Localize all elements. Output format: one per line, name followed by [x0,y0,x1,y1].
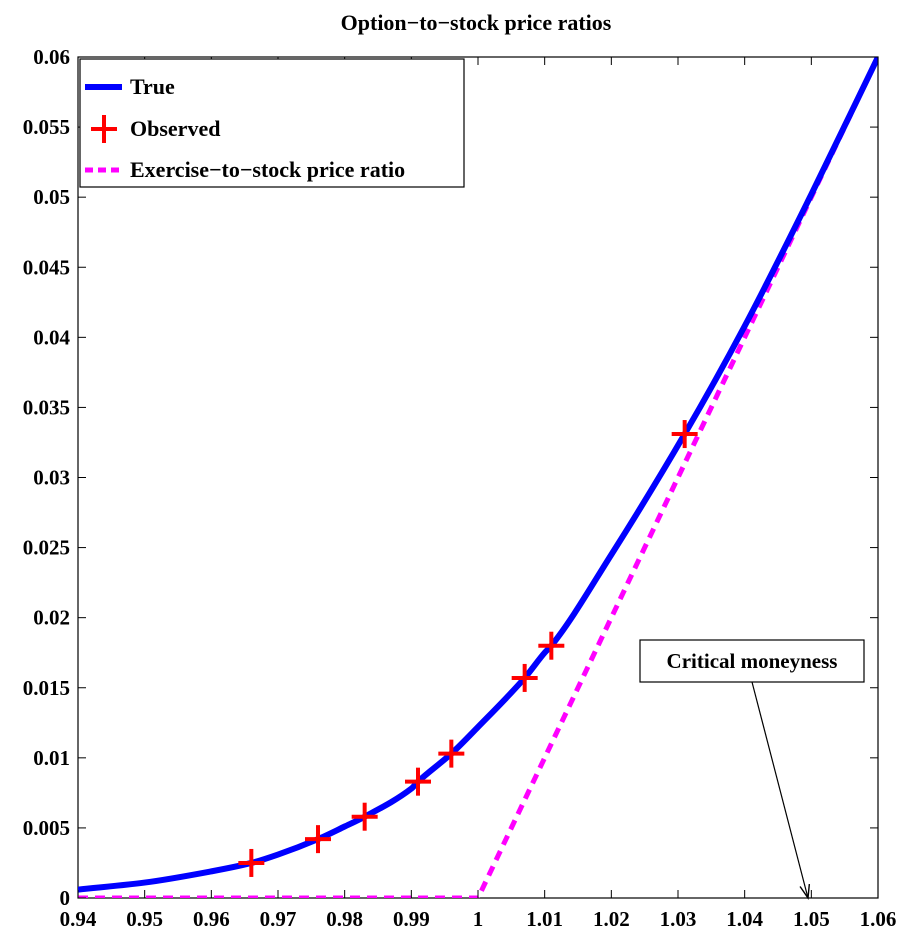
x-tick-label: 0.98 [326,907,363,931]
observed-point [405,767,431,796]
x-tick-label: 0.94 [60,907,97,931]
y-tick-label: 0.02 [33,606,70,630]
annotation-arrow-head [799,883,811,900]
y-tick-label: 0.055 [23,115,70,139]
x-tick-label: 0.96 [193,907,230,931]
legend-box [79,58,465,188]
legend: True Observed Exercise−to−stock price rati… [79,58,465,188]
y-tick-label: 0.025 [23,536,70,560]
legend-swatch-observed [91,115,117,143]
y-tick-label: 0.005 [23,816,70,840]
y-tick-label: 0.03 [33,466,70,490]
observed-point [671,420,698,449]
y-tick-label: 0.035 [23,395,70,419]
x-tick-label: 1.04 [726,907,763,931]
y-axis: 0 0.005 0.01 0.015 0.02 0.025 0.03 0.035 0.04 0.0… [23,45,878,910]
observed-point [305,825,331,854]
annotation-arrow-line [751,681,809,899]
x-tick-label: 1.01 [526,907,563,931]
x-tick-label: 1 [473,907,484,931]
y-tick-label: 0.06 [33,45,70,69]
y-tick-label: 0.05 [33,185,70,209]
y-tick-label: 0 [60,886,71,910]
x-tick-label: 1.02 [593,907,630,931]
x-tick-label: 0.95 [126,907,163,931]
series-true-line [78,57,878,893]
chart-title: Option−to−stock price ratios [341,10,612,35]
y-tick-label: 0.015 [23,676,70,700]
y-tick-label: 0.01 [33,746,70,770]
legend-label-exercise: Exercise−to−stock price ratio [130,157,405,182]
x-tick-label: 1.06 [860,907,897,931]
legend-label-observed: Observed [130,116,220,141]
x-axis: 0.94 0.95 0.96 0.97 0.98 0.99 1 1.01 1.02 1.03 1.0… [60,57,897,931]
observed-point [538,631,565,660]
y-tick-label: 0.04 [33,325,70,349]
legend-label-true: True [130,74,175,99]
annotation-text: Critical moneyness [667,649,838,673]
observed-point [511,663,538,692]
x-tick-label: 1.05 [793,907,830,931]
x-tick-label: 0.97 [260,907,297,931]
x-tick-label: 0.99 [393,907,430,931]
annotation-critical-moneyness: Critical moneyness [639,639,865,900]
y-tick-label: 0.045 [23,255,70,279]
series-exercise-line [78,57,878,898]
observed-point [351,802,378,831]
x-tick-label: 1.03 [660,907,697,931]
observed-point [238,848,265,877]
observed-point [438,739,465,768]
